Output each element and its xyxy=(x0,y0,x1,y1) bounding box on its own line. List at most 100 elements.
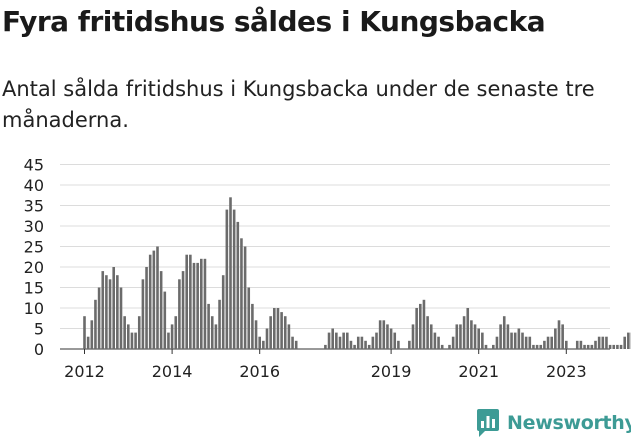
bar xyxy=(87,337,90,349)
bar xyxy=(346,333,349,349)
bar xyxy=(496,337,499,349)
bar xyxy=(612,345,615,349)
bar xyxy=(185,255,188,349)
bar xyxy=(448,345,451,349)
bar xyxy=(543,341,546,349)
bar xyxy=(357,337,360,349)
bar xyxy=(452,337,455,349)
bar xyxy=(153,251,156,349)
bar xyxy=(558,320,561,349)
bar xyxy=(372,337,375,349)
bar xyxy=(229,197,232,349)
bar xyxy=(120,288,123,350)
x-tick-label: 2021 xyxy=(458,362,499,381)
bar xyxy=(561,324,564,349)
x-axis: 2012201420162019202120232025 xyxy=(64,349,631,381)
bar xyxy=(594,341,597,349)
bar xyxy=(430,324,433,349)
x-tick-label: 2019 xyxy=(371,362,412,381)
bar xyxy=(419,304,422,349)
bar xyxy=(368,345,371,349)
bar xyxy=(521,333,524,349)
newsworthy-logo-icon xyxy=(476,408,500,438)
bar xyxy=(204,259,207,349)
bar xyxy=(83,316,86,349)
bar xyxy=(156,247,159,350)
bar xyxy=(342,333,345,349)
bar xyxy=(339,337,342,349)
bar xyxy=(182,271,185,349)
bar xyxy=(145,267,148,349)
bar xyxy=(423,300,426,349)
bar xyxy=(547,337,550,349)
bar xyxy=(247,288,250,350)
y-tick-label: 25 xyxy=(24,238,44,257)
bar xyxy=(101,271,104,349)
bar xyxy=(295,341,298,349)
bar xyxy=(361,337,364,349)
bar xyxy=(375,333,378,349)
chart-subtitle: Antal sålda fritidshus i Kungsbacka unde… xyxy=(2,74,622,136)
bar xyxy=(620,345,623,349)
bar xyxy=(477,329,480,350)
bar xyxy=(237,222,240,349)
bar xyxy=(605,337,608,349)
bar xyxy=(240,238,243,349)
bar xyxy=(536,345,539,349)
bar xyxy=(174,316,177,349)
chart-title: Fyra fritidshus såldes i Kungsbacka xyxy=(2,2,545,42)
bar xyxy=(284,316,287,349)
bar xyxy=(499,324,502,349)
bar xyxy=(550,337,553,349)
bar xyxy=(532,345,535,349)
bar xyxy=(353,345,356,349)
x-tick-label: 2012 xyxy=(64,362,105,381)
bar xyxy=(350,341,353,349)
bar xyxy=(623,337,626,349)
bar xyxy=(554,329,557,350)
bar xyxy=(109,279,112,349)
bar xyxy=(98,288,101,350)
bar xyxy=(386,324,389,349)
bar xyxy=(627,333,630,349)
bar xyxy=(273,308,276,349)
bar xyxy=(123,316,126,349)
bar xyxy=(466,308,469,349)
bar xyxy=(474,324,477,349)
bar xyxy=(514,333,517,349)
bar xyxy=(218,300,221,349)
bar xyxy=(507,324,510,349)
bar xyxy=(215,324,218,349)
bar xyxy=(492,345,495,349)
bar xyxy=(456,324,459,349)
bar xyxy=(171,324,174,349)
y-tick-label: 45 xyxy=(24,156,44,175)
bar xyxy=(269,316,272,349)
bar xyxy=(335,333,338,349)
bar xyxy=(463,316,466,349)
x-tick-label: 2023 xyxy=(546,362,587,381)
bar xyxy=(226,210,229,349)
bar xyxy=(580,341,583,349)
bar xyxy=(233,210,236,349)
y-tick-label: 0 xyxy=(34,340,44,359)
bar xyxy=(258,337,261,349)
bar xyxy=(510,333,513,349)
y-tick-label: 30 xyxy=(24,217,44,236)
bar xyxy=(383,320,386,349)
bar xyxy=(331,329,334,350)
bar xyxy=(390,329,393,350)
bar xyxy=(142,279,145,349)
bar xyxy=(529,337,532,349)
bar xyxy=(189,255,192,349)
y-tick-label: 40 xyxy=(24,176,44,195)
bar xyxy=(616,345,619,349)
bar xyxy=(288,324,291,349)
bar xyxy=(116,275,119,349)
newsworthy-logo: Newsworthy xyxy=(476,406,631,440)
y-tick-label: 35 xyxy=(24,197,44,216)
bar xyxy=(134,333,137,349)
bar xyxy=(149,255,152,349)
